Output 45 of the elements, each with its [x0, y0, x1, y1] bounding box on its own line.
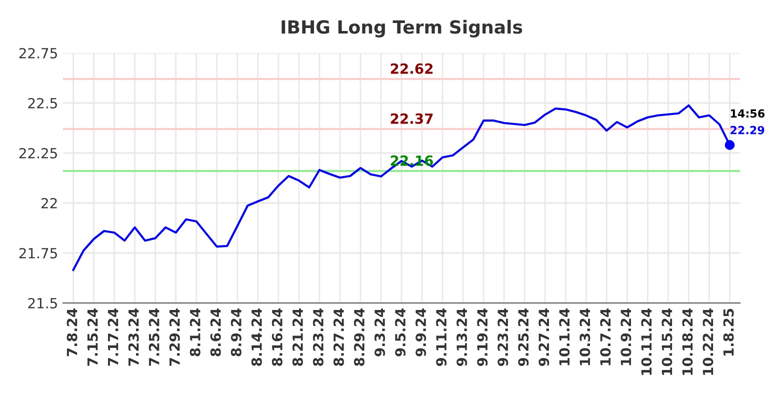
ref-line-label: 22.62: [390, 63, 433, 74]
y-tick-label: 21.5: [28, 298, 57, 308]
chart-title: IBHG Long Term Signals: [282, 20, 522, 38]
x-tick-label: 7.8.24: [66, 308, 78, 356]
x-tick-label: 8.23.24: [312, 308, 324, 366]
x-tick-label: 7.25.24: [148, 308, 160, 366]
y-tick-label: 22.75: [19, 48, 57, 58]
x-tick-label: 8.27.24: [333, 308, 344, 366]
x-tick-label: 9.27.24: [538, 308, 550, 366]
x-tick-label: 10.22.24: [702, 308, 714, 375]
x-tick-label: 9.3.24: [374, 308, 386, 356]
x-tick-label: 7.23.24: [128, 308, 139, 366]
x-tick-label: 9.23.24: [498, 308, 508, 366]
x-tick-label: 1.8.25: [723, 308, 734, 356]
x-tick-label: 9.13.24: [456, 308, 468, 366]
x-tick-label: 8.9.24: [230, 308, 242, 356]
x-tick-label: 10.9.24: [620, 308, 632, 366]
y-tick-label: 22.25: [19, 148, 57, 158]
ref-line-label: 22.37: [390, 113, 433, 124]
x-tick-label: 8.21.24: [292, 308, 303, 366]
x-tick-label: 10.18.24: [682, 308, 693, 375]
x-tick-label: 8.16.24: [272, 308, 282, 366]
y-tick-label: 22.5: [28, 98, 57, 108]
x-tick-label: 10.15.24: [662, 308, 672, 375]
x-tick-label: 8.1.24: [190, 308, 200, 356]
y-tick-label: 21.75: [19, 248, 57, 258]
x-tick-label: 9.19.24: [477, 308, 488, 366]
ref-line-label: 22.16: [390, 155, 433, 166]
x-tick-label: 9.5.24: [395, 308, 406, 356]
x-tick-label: 8.6.24: [210, 308, 221, 356]
x-tick-label: 7.17.24: [108, 308, 118, 366]
x-tick-label: 9.25.24: [518, 308, 529, 366]
x-tick-label: 10.11.24: [641, 308, 652, 375]
x-tick-label: 8.14.24: [251, 308, 262, 366]
x-tick-label: 9.11.24: [436, 308, 447, 366]
annotation: 14:56: [730, 109, 765, 118]
x-tick-label: 10.7.24: [600, 308, 611, 366]
x-tick-label: 7.29.24: [169, 308, 180, 366]
x-tick-label: 10.1.24: [559, 308, 570, 366]
x-tick-label: 10.3.24: [580, 308, 590, 366]
annotation: 22.29: [730, 126, 764, 134]
y-tick-label: 22: [41, 198, 57, 208]
x-tick-label: 8.29.24: [354, 308, 364, 366]
x-tick-label: 9.9.24: [416, 308, 426, 356]
x-tick-label: 7.15.24: [87, 308, 98, 366]
